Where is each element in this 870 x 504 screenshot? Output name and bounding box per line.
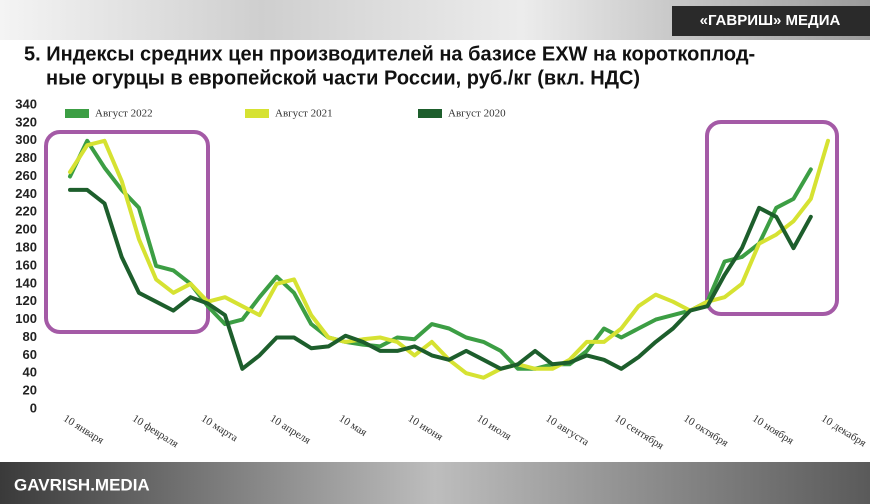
y-tick-label: 80 [23,329,37,344]
x-tick-label: 10 ноября [750,413,796,448]
y-tick-label: 120 [15,293,37,308]
x-tick-label: 10 декабря [819,413,868,450]
x-tick-label: 10 февраля [130,413,180,451]
x-tick-label: 10 мая [337,413,369,439]
y-tick-label: 60 [23,347,37,362]
x-tick-label: 10 июня [406,413,445,444]
y-tick-label: 20 [23,383,37,398]
y-tick-label: 320 [15,114,37,129]
x-tick-label: 10 января [61,413,106,447]
x-tick-label: 10 августа [543,413,591,449]
y-tick-label: 140 [15,275,37,290]
legend-swatch [245,109,269,118]
y-tick-label: 40 [23,365,37,380]
footer-brand: GAVRISH.MEDIA [14,475,150,494]
chart-title: 5. Индексы средних цен производителей на… [24,43,755,65]
y-tick-label: 100 [15,311,37,326]
y-tick-label: 240 [15,186,37,201]
x-tick-label: 10 марта [199,413,240,445]
series-line [68,138,830,380]
legend-label: Август 2022 [95,108,153,120]
legend-swatch [418,109,442,118]
y-tick-label: 220 [15,204,37,219]
legend-swatch [65,109,89,118]
brand: «ГАВРИШ» МЕДИА [700,12,841,29]
brand-box [672,6,870,36]
chart-title: ные огурцы в европейской части России, р… [46,67,640,89]
y-tick-label: 300 [15,132,37,147]
y-tick-label: 340 [15,96,37,111]
y-tick-label: 280 [15,150,37,165]
x-tick-label: 10 апреля [268,413,313,447]
x-tick-label: 10 октября [681,413,730,450]
x-tick-label: 10 сентября [612,413,665,453]
highlight-box [705,120,839,316]
series-line [68,187,813,371]
legend-label: Август 2020 [448,108,506,120]
y-tick-label: 200 [15,222,37,237]
y-tick-label: 160 [15,257,37,272]
series-line [68,138,813,371]
y-tick-label: 260 [15,168,37,183]
y-tick-label: 0 [30,400,37,415]
y-tick-label: 180 [15,239,37,254]
highlight-box [44,130,210,334]
legend-label: Август 2021 [275,108,333,120]
footer-band [0,462,870,504]
x-tick-label: 10 июля [475,413,514,443]
